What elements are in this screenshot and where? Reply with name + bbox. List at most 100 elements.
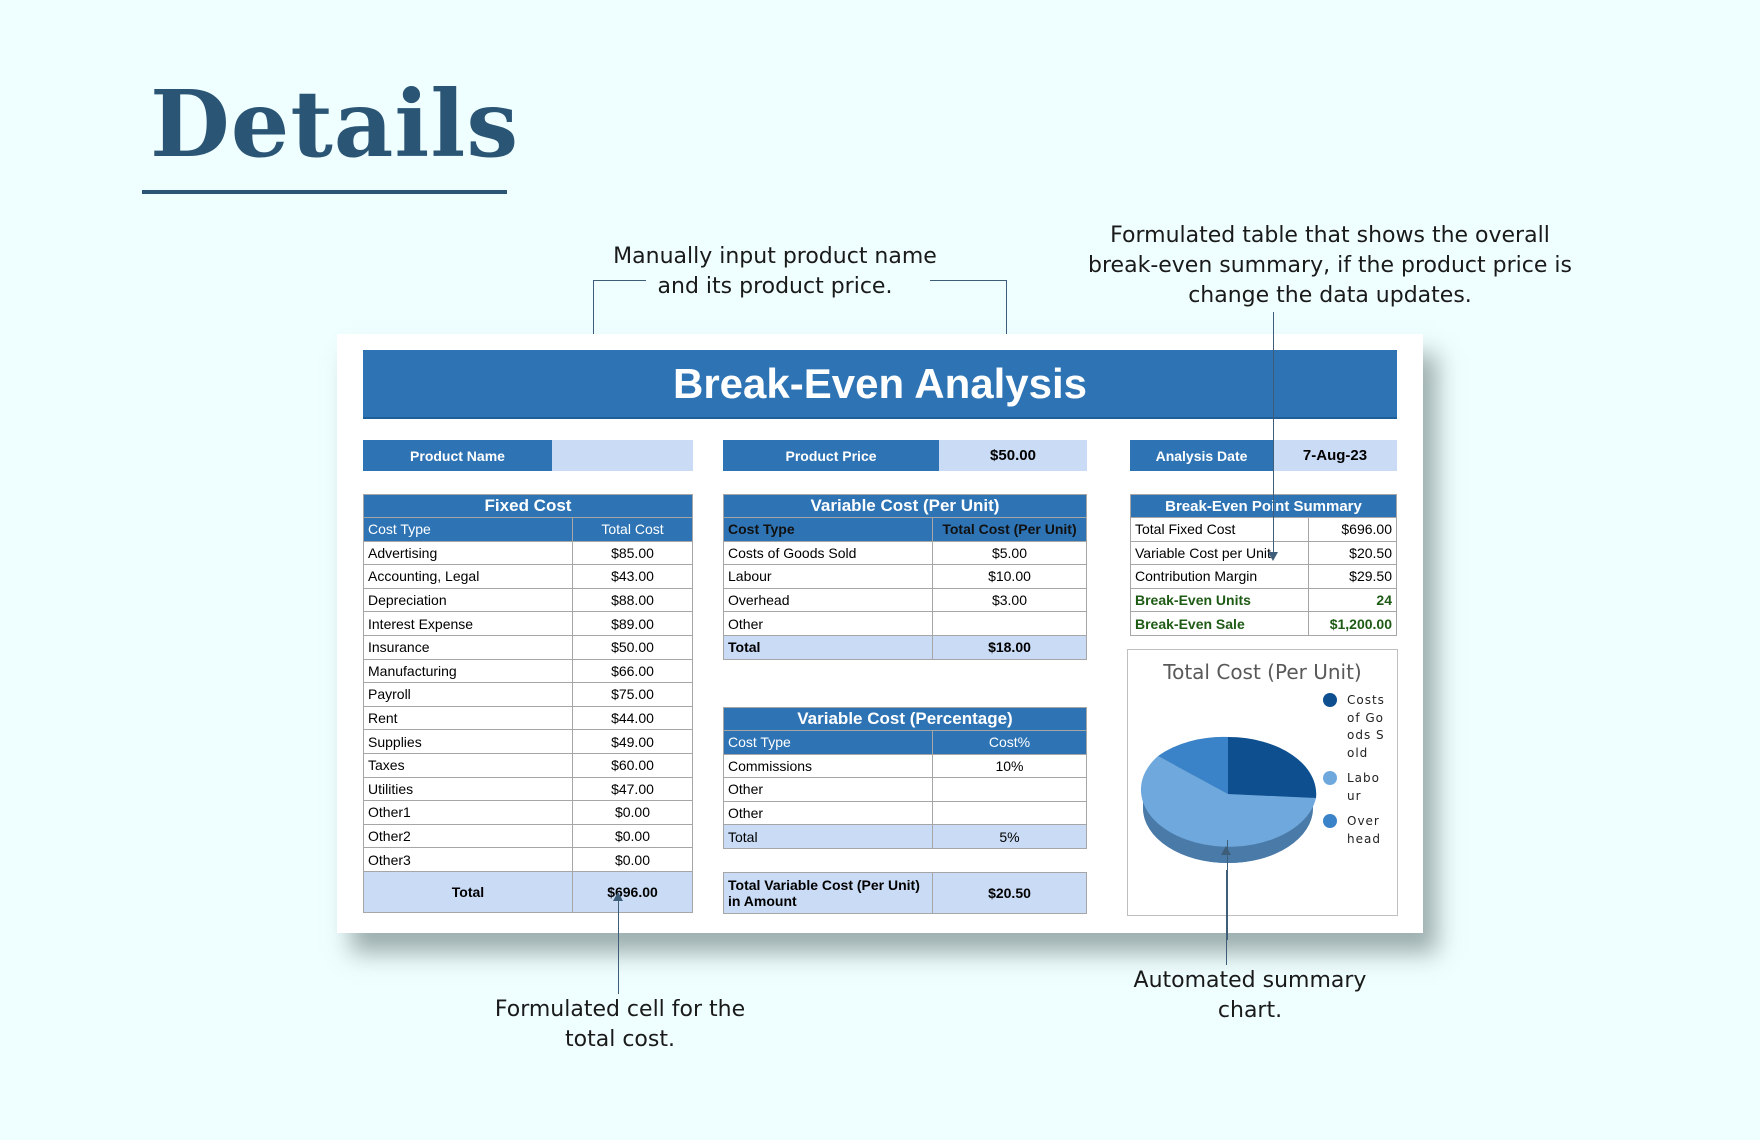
column-header: Cost Type xyxy=(723,517,933,542)
cell-cost[interactable]: $5.00 xyxy=(932,540,1087,566)
column-header: Cost Type xyxy=(723,730,933,755)
total-row: Total $696.00 xyxy=(363,870,693,913)
table-row: Other xyxy=(723,800,1087,826)
chart-title: Total Cost (Per Unit) xyxy=(1163,660,1362,684)
cell-type[interactable]: Insurance xyxy=(363,634,573,660)
cell-type[interactable]: Other1 xyxy=(363,800,573,825)
summary-value: $696.00 xyxy=(1308,517,1397,542)
annotation-input-note: Manually input product name and its prod… xyxy=(590,242,960,302)
cell-cost[interactable]: $89.00 xyxy=(572,611,693,636)
cell-cost[interactable]: $44.00 xyxy=(572,705,693,731)
table-title: Variable Cost (Percentage) xyxy=(723,707,1087,731)
cell-cost[interactable]: $0.00 xyxy=(572,823,693,849)
annotation-line: total cost. xyxy=(565,1027,675,1052)
cell-cost[interactable]: $10.00 xyxy=(932,564,1087,589)
cell-type[interactable]: Rent xyxy=(363,705,573,731)
cell-type[interactable]: Manufacturing xyxy=(363,658,573,684)
cell-type[interactable]: Labour xyxy=(723,564,933,589)
cell-cost[interactable]: $43.00 xyxy=(572,564,693,589)
total-value[interactable]: $696.00 xyxy=(572,870,693,913)
legend-dot-icon xyxy=(1323,693,1337,707)
cell-cost[interactable]: $49.00 xyxy=(572,729,693,754)
product-price-row: Product Price $50.00 xyxy=(723,440,1087,471)
cell-cost[interactable]: $47.00 xyxy=(572,776,693,802)
annotation-line: change the data updates. xyxy=(1188,283,1472,308)
cell-type[interactable]: Supplies xyxy=(363,729,573,754)
table-row: Labour $10.00 xyxy=(723,564,1087,589)
total-variable-cost-table: Total Variable Cost (Per Unit) in Amount… xyxy=(723,872,1087,914)
cell-cost[interactable]: $0.00 xyxy=(572,847,693,872)
cell-cost[interactable]: $75.00 xyxy=(572,682,693,707)
legend-item: Overhead xyxy=(1323,813,1387,848)
cell-cost[interactable]: $60.00 xyxy=(572,752,693,778)
total-variable-value[interactable]: $20.50 xyxy=(932,872,1087,914)
cell-type[interactable]: Other xyxy=(723,777,933,802)
total-value[interactable]: 5% xyxy=(932,824,1087,849)
summary-value: $20.50 xyxy=(1308,540,1397,566)
legend-dot-icon xyxy=(1323,771,1337,785)
table-row: Supplies $49.00 xyxy=(363,729,693,754)
column-header: Total Cost (Per Unit) xyxy=(932,517,1087,542)
analysis-date-input[interactable]: 7-Aug-23 xyxy=(1273,440,1397,471)
product-name-row: Product Name xyxy=(363,440,693,471)
cell-cost[interactable]: $85.00 xyxy=(572,540,693,566)
variable-cost-unit-table: Variable Cost (Per Unit) Cost Type Total… xyxy=(723,494,1087,660)
cell-type[interactable]: Advertising xyxy=(363,540,573,566)
table-row: Rent $44.00 xyxy=(363,705,693,731)
product-price-input[interactable]: $50.00 xyxy=(939,440,1087,471)
heading-underline xyxy=(142,190,507,194)
cell-type[interactable]: Payroll xyxy=(363,682,573,707)
table-row: Insurance $50.00 xyxy=(363,634,693,660)
cell-type[interactable]: Depreciation xyxy=(363,587,573,613)
cell-type[interactable]: Other xyxy=(723,611,933,636)
annotation-line: chart. xyxy=(1217,998,1283,1023)
product-name-label: Product Name xyxy=(363,440,552,471)
table-title: Fixed Cost xyxy=(363,494,693,518)
connector-line xyxy=(618,898,619,994)
cell-cost[interactable]: $50.00 xyxy=(572,634,693,660)
annotation-chart-note: Automated summary chart. xyxy=(1110,966,1390,1026)
analysis-date-label: Analysis Date xyxy=(1130,440,1273,471)
annotation-line: break-even summary, if the product price… xyxy=(1088,253,1572,278)
cell-cost[interactable]: $3.00 xyxy=(932,587,1087,613)
cell-type[interactable]: Commissions xyxy=(723,753,933,779)
cell-type[interactable]: Overhead xyxy=(723,587,933,613)
connector-line xyxy=(930,280,1006,281)
cell-type[interactable]: Utilities xyxy=(363,776,573,802)
total-row: Total $18.00 xyxy=(723,634,1087,660)
legend-item: Costs of Goods Sold xyxy=(1323,692,1387,762)
cell-type[interactable]: Other xyxy=(723,800,933,826)
arrow-up-icon xyxy=(613,892,623,901)
cell-cost[interactable]: $0.00 xyxy=(572,800,693,825)
annotation-line: Automated summary xyxy=(1133,968,1367,993)
cell-cost[interactable]: $66.00 xyxy=(572,658,693,684)
table-row: Other3 $0.00 xyxy=(363,847,693,872)
annotation-line: and its product price. xyxy=(657,274,893,299)
table-row: Manufacturing $66.00 xyxy=(363,658,693,684)
cell-type[interactable]: Other3 xyxy=(363,847,573,872)
column-header: Total Cost xyxy=(572,517,693,542)
product-price-label: Product Price xyxy=(723,440,939,471)
cell-cost[interactable] xyxy=(932,777,1087,802)
table-row: Depreciation $88.00 xyxy=(363,587,693,613)
cell-cost[interactable]: $88.00 xyxy=(572,587,693,613)
table-title: Break-Even Point Summary xyxy=(1130,494,1397,518)
cell-type[interactable]: Taxes xyxy=(363,752,573,778)
connector-line xyxy=(1226,870,1227,965)
table-row: Accounting, Legal $43.00 xyxy=(363,564,693,589)
total-value[interactable]: $18.00 xyxy=(932,634,1087,660)
cell-type[interactable]: Accounting, Legal xyxy=(363,564,573,589)
annotation-line: Formulated cell for the xyxy=(494,997,746,1022)
cell-type[interactable]: Costs of Goods Sold xyxy=(723,540,933,566)
summary-value: $29.50 xyxy=(1308,564,1397,589)
cell-cost[interactable]: 10% xyxy=(932,753,1087,779)
cell-type[interactable]: Other2 xyxy=(363,823,573,849)
product-name-input[interactable] xyxy=(552,440,693,471)
cell-cost[interactable] xyxy=(932,800,1087,826)
chart-legend: Costs of Goods Sold Labour Overhead xyxy=(1323,692,1387,856)
total-cost-pie-chart[interactable]: Total Cost (Per Unit) Costs of Goods Sol… xyxy=(1127,649,1398,940)
cell-cost[interactable] xyxy=(932,611,1087,636)
cell-type[interactable]: Interest Expense xyxy=(363,611,573,636)
table-row: Overhead $3.00 xyxy=(723,587,1087,613)
connector-line xyxy=(1273,312,1274,552)
